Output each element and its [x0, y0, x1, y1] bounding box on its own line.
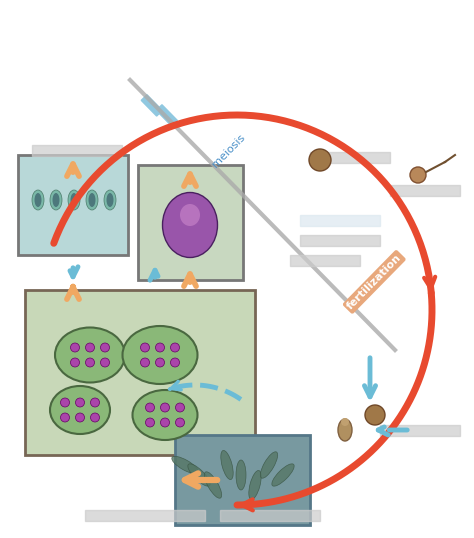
- Bar: [138, 165, 243, 280]
- Ellipse shape: [236, 460, 246, 490]
- Ellipse shape: [122, 326, 198, 384]
- Ellipse shape: [410, 167, 426, 183]
- Ellipse shape: [204, 472, 222, 498]
- Ellipse shape: [171, 358, 180, 367]
- Ellipse shape: [309, 149, 331, 171]
- Ellipse shape: [68, 190, 80, 210]
- Ellipse shape: [161, 403, 170, 412]
- Text: fertilization: fertilization: [345, 252, 403, 312]
- Ellipse shape: [55, 328, 125, 383]
- Bar: [300, 215, 380, 226]
- Ellipse shape: [53, 193, 60, 207]
- Bar: [18, 155, 128, 255]
- Ellipse shape: [163, 193, 218, 258]
- Ellipse shape: [71, 343, 80, 352]
- Bar: [141, 95, 163, 116]
- Bar: [220, 510, 320, 521]
- Ellipse shape: [100, 358, 109, 367]
- Ellipse shape: [50, 386, 110, 434]
- Bar: [300, 235, 380, 246]
- Ellipse shape: [35, 193, 42, 207]
- Ellipse shape: [155, 358, 164, 367]
- Bar: [85, 510, 205, 521]
- Ellipse shape: [146, 403, 155, 412]
- Ellipse shape: [365, 405, 385, 425]
- Ellipse shape: [61, 413, 70, 422]
- Ellipse shape: [133, 390, 198, 440]
- Text: meiosis: meiosis: [210, 132, 247, 169]
- Ellipse shape: [272, 464, 294, 486]
- Ellipse shape: [75, 413, 84, 422]
- Bar: [390, 185, 460, 196]
- Ellipse shape: [146, 418, 155, 427]
- Ellipse shape: [140, 343, 149, 352]
- Ellipse shape: [85, 343, 94, 352]
- Ellipse shape: [341, 418, 349, 426]
- Ellipse shape: [260, 452, 278, 478]
- Ellipse shape: [249, 470, 261, 500]
- Ellipse shape: [61, 398, 70, 407]
- Ellipse shape: [221, 450, 233, 479]
- Ellipse shape: [71, 358, 80, 367]
- Ellipse shape: [175, 403, 184, 412]
- Ellipse shape: [172, 456, 198, 473]
- Ellipse shape: [104, 190, 116, 210]
- Ellipse shape: [107, 193, 113, 207]
- Ellipse shape: [188, 464, 210, 486]
- Ellipse shape: [71, 193, 78, 207]
- Ellipse shape: [100, 343, 109, 352]
- Ellipse shape: [85, 358, 94, 367]
- Bar: [310, 152, 390, 163]
- Ellipse shape: [86, 190, 98, 210]
- Ellipse shape: [50, 190, 62, 210]
- Ellipse shape: [91, 413, 100, 422]
- Ellipse shape: [140, 358, 149, 367]
- Ellipse shape: [180, 204, 200, 226]
- Bar: [156, 105, 177, 126]
- Ellipse shape: [155, 343, 164, 352]
- Bar: [380, 425, 460, 436]
- Bar: [25, 290, 255, 455]
- Ellipse shape: [175, 418, 184, 427]
- Bar: [290, 255, 360, 266]
- Bar: [32, 145, 122, 156]
- Ellipse shape: [338, 419, 352, 441]
- Ellipse shape: [161, 418, 170, 427]
- Ellipse shape: [89, 193, 95, 207]
- Ellipse shape: [75, 398, 84, 407]
- Ellipse shape: [91, 398, 100, 407]
- Ellipse shape: [171, 343, 180, 352]
- Ellipse shape: [32, 190, 44, 210]
- Bar: [175, 435, 310, 525]
